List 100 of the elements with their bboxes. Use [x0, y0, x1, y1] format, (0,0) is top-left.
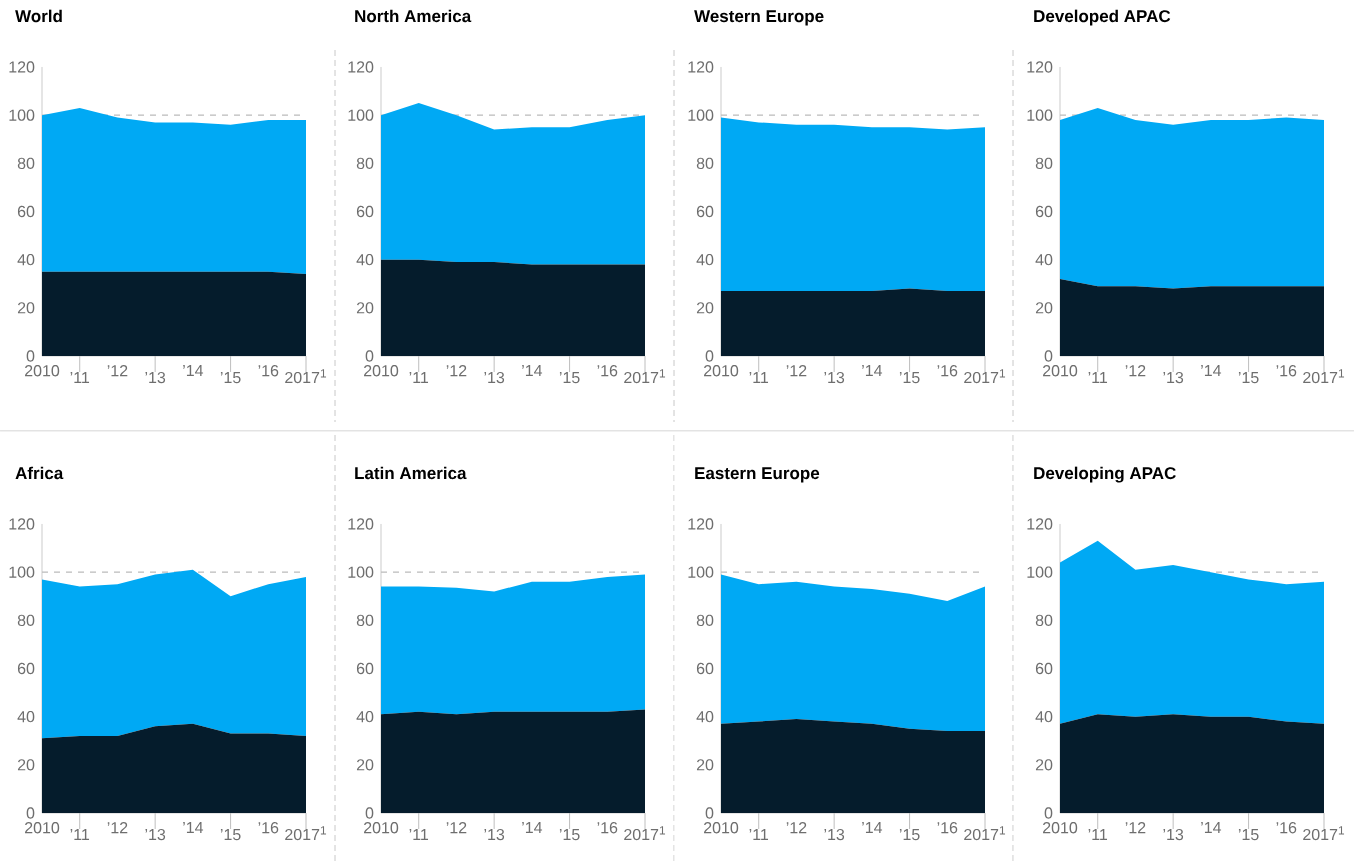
x-tick-label: 2010 [25, 822, 60, 834]
y-tick-label: 0 [26, 807, 35, 819]
y-tick-label: 40 [17, 710, 35, 723]
y-tick-label: 40 [1035, 710, 1053, 723]
y-tick-label: 0 [365, 350, 374, 362]
x-tick-label: 2010 [25, 365, 60, 377]
y-tick-label: 20 [17, 759, 35, 771]
chart-title: Developing APAC [1034, 466, 1176, 483]
x-tick-label: ’16 [597, 822, 618, 834]
x-tick-label: ’13 [1163, 371, 1184, 384]
x-tick-label: ’15 [899, 372, 920, 384]
x-tick-label: ’14 [1201, 365, 1222, 377]
x-tick-label: ’11 [70, 372, 90, 384]
x-tick-label: ’13 [145, 371, 166, 384]
y-tick-label: 60 [356, 662, 374, 675]
x-tick-label: ’14 [183, 822, 204, 834]
x-tick-label: ’14 [522, 822, 543, 834]
y-tick-label: 20 [696, 759, 714, 771]
x-tick-label: 2010 [704, 365, 739, 377]
y-tick-label: 60 [17, 205, 35, 218]
y-tick-label: 60 [356, 205, 374, 218]
x-tick-label: ’15 [1238, 829, 1259, 841]
y-tick-label: 100 [1027, 109, 1053, 121]
y-tick-label: 80 [17, 157, 35, 169]
y-tick-label: 120 [348, 61, 374, 73]
x-tick-label: ’11 [70, 829, 90, 841]
y-tick-label: 80 [696, 157, 714, 169]
y-tick-label: 100 [9, 109, 35, 121]
y-tick-label: 100 [348, 566, 374, 578]
x-tick-label: 2010 [704, 822, 739, 834]
y-tick-label: 60 [696, 205, 714, 218]
y-tick-label: 100 [348, 109, 374, 121]
y-tick-label: 40 [696, 253, 714, 266]
x-tick-label: ’12 [446, 822, 467, 834]
y-tick-label: 60 [17, 662, 35, 675]
x-tick-label: 2017$^{1}$ [285, 369, 327, 384]
y-tick-label: 100 [688, 566, 714, 578]
x-tick-label: ’16 [258, 365, 279, 377]
y-tick-label: 20 [356, 302, 374, 314]
x-tick-label: ’16 [937, 365, 958, 377]
y-tick-label: 60 [696, 662, 714, 675]
chart-title: Africa [15, 466, 64, 480]
y-tick-label: 20 [1035, 302, 1053, 314]
x-tick-label: ’11 [1088, 829, 1108, 841]
y-tick-label: 40 [356, 710, 374, 723]
x-tick-label: ’15 [559, 829, 580, 841]
y-tick-label: 80 [1035, 614, 1053, 626]
x-tick-label: ’11 [409, 829, 429, 841]
chart-title: Eastern Europe [695, 467, 820, 483]
x-tick-label: 2010 [1043, 365, 1078, 377]
x-tick-label: ’14 [1201, 822, 1222, 834]
y-tick-label: 120 [688, 61, 714, 73]
y-tick-label: 20 [1035, 759, 1053, 771]
y-tick-label: 80 [356, 157, 374, 169]
chart-title: Developed APAC [1034, 9, 1171, 26]
y-tick-label: 0 [1044, 807, 1053, 819]
chart-title: World [15, 9, 62, 23]
x-tick-label: ’16 [1276, 822, 1297, 834]
x-tick-label: ’14 [522, 365, 543, 377]
x-tick-label: ’11 [409, 372, 429, 384]
x-tick-label: ’16 [937, 822, 958, 834]
y-tick-label: 40 [696, 710, 714, 723]
x-tick-label: ’15 [220, 829, 241, 841]
x-tick-label: ’13 [484, 371, 505, 384]
x-tick-label: ’13 [1163, 828, 1184, 841]
y-tick-label: 80 [356, 614, 374, 626]
y-tick-label: 100 [9, 566, 35, 578]
x-tick-label: ’13 [824, 828, 845, 841]
x-tick-label: ’15 [220, 372, 241, 384]
x-tick-label: 2010 [364, 365, 399, 377]
y-tick-label: 20 [17, 302, 35, 314]
y-tick-label: 60 [1035, 205, 1053, 218]
y-tick-label: 80 [696, 614, 714, 626]
x-tick-label: ’15 [1238, 372, 1259, 384]
x-tick-label: ’15 [559, 372, 580, 384]
y-tick-label: 0 [1044, 350, 1053, 362]
y-tick-label: 60 [1035, 662, 1053, 675]
x-tick-label: ’16 [258, 822, 279, 834]
x-tick-label: 2017$^{1}$ [1303, 826, 1345, 841]
x-tick-label: 2017$^{1}$ [964, 369, 1006, 384]
y-tick-label: 120 [1027, 518, 1053, 530]
x-tick-label: ’16 [597, 365, 618, 377]
y-tick-label: 40 [1035, 253, 1053, 266]
y-tick-label: 0 [365, 807, 374, 819]
y-tick-label: 80 [17, 614, 35, 626]
chart-title: Western Europe [694, 10, 824, 26]
y-tick-label: 120 [688, 518, 714, 530]
x-tick-label: 2017$^{1}$ [1303, 369, 1345, 384]
y-tick-label: 100 [688, 109, 714, 121]
x-tick-label: 2017$^{1}$ [964, 826, 1006, 841]
x-tick-label: ’11 [749, 372, 769, 384]
x-tick-label: ’13 [145, 828, 166, 841]
x-tick-label: 2010 [364, 822, 399, 834]
y-tick-label: 120 [9, 518, 35, 530]
x-tick-label: ’14 [862, 365, 883, 377]
x-tick-label: 2010 [1043, 822, 1078, 834]
x-tick-label: ’11 [749, 829, 769, 841]
y-tick-label: 120 [9, 61, 35, 73]
x-tick-label: ’12 [446, 365, 467, 377]
x-tick-label: ’15 [899, 829, 920, 841]
